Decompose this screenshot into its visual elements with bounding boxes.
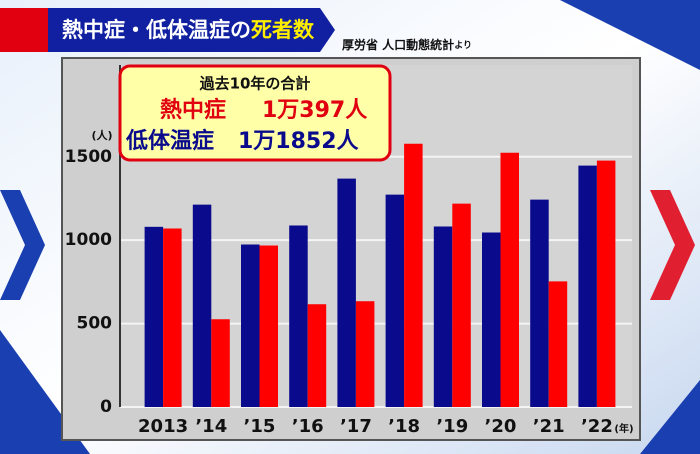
- title: 熱中症・低体温症の死者数: [62, 18, 315, 42]
- chevron: [0, 190, 45, 300]
- bar: [404, 143, 423, 407]
- chevron: [650, 190, 695, 300]
- x-tick-label: ’16: [292, 416, 324, 437]
- summary-name: 熱中症: [160, 97, 226, 123]
- x-tick-label: ’14: [195, 416, 227, 437]
- x-tick-label: ’22: [581, 416, 613, 437]
- bar: [548, 281, 568, 407]
- bar: [163, 228, 182, 407]
- summary-name: 低体温症: [125, 128, 214, 154]
- bar: [482, 232, 501, 407]
- bar: [578, 165, 597, 407]
- bar: [355, 301, 375, 407]
- title-main: 熱中症・低体温症の: [62, 18, 251, 42]
- x-tick-label: ’15: [244, 416, 276, 437]
- y-unit: (人): [91, 128, 112, 142]
- bar: [144, 226, 164, 407]
- summary-total: 1万397人: [262, 98, 367, 123]
- bar: [385, 194, 405, 407]
- y-tick-label: 500: [77, 314, 113, 334]
- x-tick-label: ’19: [436, 416, 468, 437]
- x-unit: (年): [614, 422, 633, 435]
- bar: [337, 178, 356, 407]
- decor: [560, 0, 700, 70]
- bar: [596, 160, 616, 407]
- y-tick-label: 1500: [65, 147, 112, 167]
- y-tick-label: 0: [100, 397, 112, 417]
- title-highlight: 死者数: [251, 18, 315, 42]
- summary-total: 1万1852人: [238, 129, 359, 154]
- x-tick-label: ’21: [533, 416, 565, 437]
- bar: [307, 304, 327, 407]
- banner-red: [0, 8, 48, 52]
- source: 厚労省 人口動態統計より: [342, 37, 472, 52]
- bar: [259, 245, 278, 407]
- bar: [452, 203, 471, 407]
- bar: [500, 152, 519, 407]
- decor: [640, 380, 700, 454]
- bar: [433, 226, 453, 407]
- x-tick-label: ’17: [340, 416, 372, 437]
- x-tick-label: ’18: [388, 416, 420, 437]
- bar: [192, 204, 212, 407]
- bar: [241, 244, 260, 407]
- source-suffix: より: [454, 40, 472, 51]
- source-main: 厚労省 人口動態統計: [342, 37, 454, 52]
- bar: [211, 319, 230, 407]
- y-tick-label: 1000: [65, 230, 112, 250]
- banner: [48, 8, 335, 52]
- x-tick-label: 2013: [138, 416, 188, 437]
- bar: [289, 225, 308, 407]
- summary-heading: 過去10年の合計: [199, 75, 311, 93]
- bar: [530, 199, 549, 407]
- summary-box: [118, 64, 392, 162]
- x-tick-label: ’20: [485, 416, 517, 437]
